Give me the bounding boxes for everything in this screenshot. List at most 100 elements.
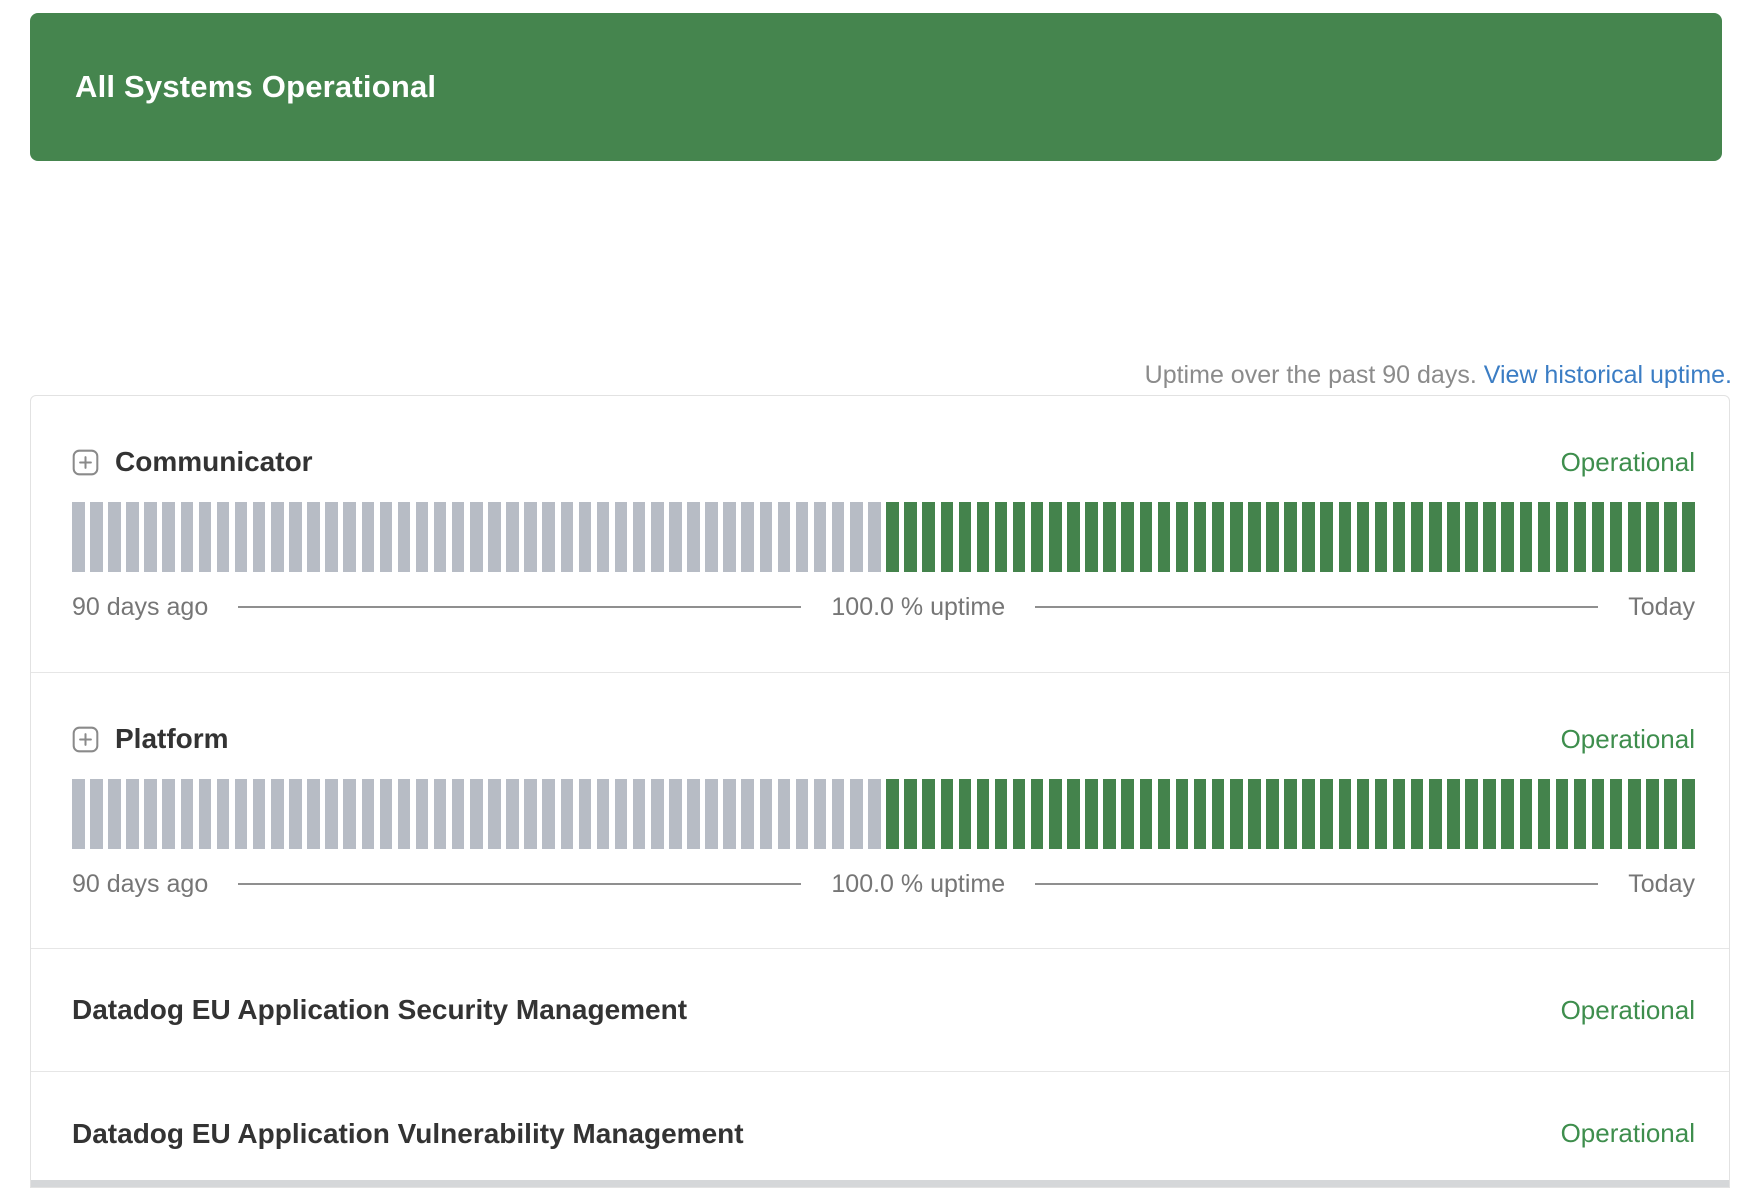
uptime-day-bar[interactable] xyxy=(813,502,827,572)
uptime-day-bar[interactable] xyxy=(1573,502,1587,572)
uptime-day-bar[interactable] xyxy=(868,779,881,849)
uptime-day-bar[interactable] xyxy=(1230,779,1243,849)
uptime-day-bar[interactable] xyxy=(488,502,501,572)
uptime-day-bar[interactable] xyxy=(1447,779,1460,849)
uptime-day-bar[interactable] xyxy=(1320,779,1333,849)
uptime-day-bar[interactable] xyxy=(687,502,700,572)
uptime-day-bar[interactable] xyxy=(1501,779,1514,849)
uptime-day-bar[interactable] xyxy=(777,779,791,849)
uptime-day-bar[interactable] xyxy=(1410,502,1424,572)
uptime-day-bar[interactable] xyxy=(1573,779,1587,849)
uptime-day-bar[interactable] xyxy=(234,779,248,849)
uptime-day-bar[interactable] xyxy=(1139,779,1153,849)
uptime-day-bar[interactable] xyxy=(723,779,736,849)
uptime-day-bar[interactable] xyxy=(72,779,85,849)
uptime-day-bar[interactable] xyxy=(831,502,845,572)
uptime-day-bar[interactable] xyxy=(1465,502,1478,572)
uptime-day-bar[interactable] xyxy=(741,779,754,849)
uptime-day-bar[interactable] xyxy=(343,502,356,572)
uptime-day-bar[interactable] xyxy=(1646,779,1659,849)
uptime-day-bar[interactable] xyxy=(958,779,972,849)
uptime-day-bar[interactable] xyxy=(325,779,338,849)
uptime-day-bar[interactable] xyxy=(795,779,809,849)
uptime-day-bar[interactable] xyxy=(578,502,592,572)
uptime-day-bar[interactable] xyxy=(651,502,664,572)
uptime-day-bar[interactable] xyxy=(361,779,374,849)
uptime-day-bar[interactable] xyxy=(1646,502,1659,572)
uptime-day-bar[interactable] xyxy=(1103,779,1116,849)
uptime-day-bar[interactable] xyxy=(126,502,139,572)
uptime-day-bar[interactable] xyxy=(488,779,501,849)
uptime-day-bar[interactable] xyxy=(1591,779,1605,849)
uptime-day-bar[interactable] xyxy=(723,502,736,572)
uptime-day-bar[interactable] xyxy=(1067,502,1080,572)
uptime-day-bar[interactable] xyxy=(415,502,429,572)
uptime-day-bar[interactable] xyxy=(904,779,917,849)
uptime-day-bar[interactable] xyxy=(741,502,754,572)
uptime-day-bar[interactable] xyxy=(994,502,1008,572)
uptime-day-bar[interactable] xyxy=(451,502,465,572)
uptime-day-bar[interactable] xyxy=(1392,502,1406,572)
uptime-day-bar[interactable] xyxy=(397,502,411,572)
uptime-day-bar[interactable] xyxy=(1429,502,1442,572)
uptime-day-bar[interactable] xyxy=(1338,502,1352,572)
uptime-day-bar[interactable] xyxy=(524,779,537,849)
uptime-day-bar[interactable] xyxy=(759,502,773,572)
uptime-day-bar[interactable] xyxy=(307,779,320,849)
uptime-day-bar[interactable] xyxy=(850,502,863,572)
uptime-day-bar[interactable] xyxy=(1609,502,1623,572)
uptime-day-bar[interactable] xyxy=(578,779,592,849)
uptime-day-bar[interactable] xyxy=(1682,502,1695,572)
uptime-day-bar[interactable] xyxy=(1628,779,1641,849)
uptime-day-bar[interactable] xyxy=(1302,502,1315,572)
uptime-day-bar[interactable] xyxy=(795,502,809,572)
uptime-day-bar[interactable] xyxy=(705,502,718,572)
uptime-day-bar[interactable] xyxy=(325,502,338,572)
uptime-day-bar[interactable] xyxy=(1682,779,1695,849)
uptime-day-bar[interactable] xyxy=(976,502,990,572)
uptime-day-bar[interactable] xyxy=(1193,502,1207,572)
uptime-day-bar[interactable] xyxy=(1609,779,1623,849)
uptime-day-bar[interactable] xyxy=(433,779,447,849)
uptime-day-bar[interactable] xyxy=(252,502,266,572)
uptime-day-bar[interactable] xyxy=(904,502,917,572)
uptime-day-bar[interactable] xyxy=(307,502,320,572)
uptime-day-bar[interactable] xyxy=(632,502,646,572)
uptime-day-bar[interactable] xyxy=(451,779,465,849)
uptime-day-bar[interactable] xyxy=(198,502,212,572)
uptime-day-bar[interactable] xyxy=(542,502,555,572)
uptime-day-bar[interactable] xyxy=(886,779,899,849)
uptime-day-bar[interactable] xyxy=(1157,779,1171,849)
uptime-day-bar[interactable] xyxy=(940,502,953,572)
uptime-day-bar[interactable] xyxy=(1103,502,1116,572)
uptime-day-bar[interactable] xyxy=(271,779,284,849)
uptime-day-bar[interactable] xyxy=(813,779,827,849)
uptime-day-bar[interactable] xyxy=(1067,779,1080,849)
uptime-day-bar[interactable] xyxy=(1429,779,1442,849)
uptime-day-bar[interactable] xyxy=(470,779,483,849)
uptime-day-bar[interactable] xyxy=(1320,502,1333,572)
uptime-day-bar[interactable] xyxy=(1519,779,1532,849)
uptime-day-bar[interactable] xyxy=(1085,502,1098,572)
uptime-day-bar[interactable] xyxy=(542,779,555,849)
uptime-day-bar[interactable] xyxy=(1030,502,1044,572)
uptime-day-bar[interactable] xyxy=(1483,502,1496,572)
uptime-day-bar[interactable] xyxy=(1374,502,1388,572)
uptime-day-bar[interactable] xyxy=(470,502,483,572)
uptime-day-bar[interactable] xyxy=(1157,502,1171,572)
uptime-day-bar[interactable] xyxy=(1338,779,1352,849)
uptime-day-bar[interactable] xyxy=(1483,779,1496,849)
uptime-day-bar[interactable] xyxy=(361,502,374,572)
uptime-day-bar[interactable] xyxy=(216,502,230,572)
uptime-day-bar[interactable] xyxy=(759,779,773,849)
uptime-day-bar[interactable] xyxy=(379,502,393,572)
uptime-day-bar[interactable] xyxy=(1519,502,1532,572)
uptime-day-bar[interactable] xyxy=(198,779,212,849)
uptime-day-bar[interactable] xyxy=(614,779,628,849)
view-historical-uptime-link[interactable]: View historical uptime. xyxy=(1483,361,1732,389)
uptime-day-bar[interactable] xyxy=(162,779,175,849)
uptime-day-bar[interactable] xyxy=(1537,502,1551,572)
uptime-day-bar[interactable] xyxy=(596,779,610,849)
uptime-day-bar[interactable] xyxy=(1030,779,1044,849)
uptime-day-bar[interactable] xyxy=(1175,502,1189,572)
